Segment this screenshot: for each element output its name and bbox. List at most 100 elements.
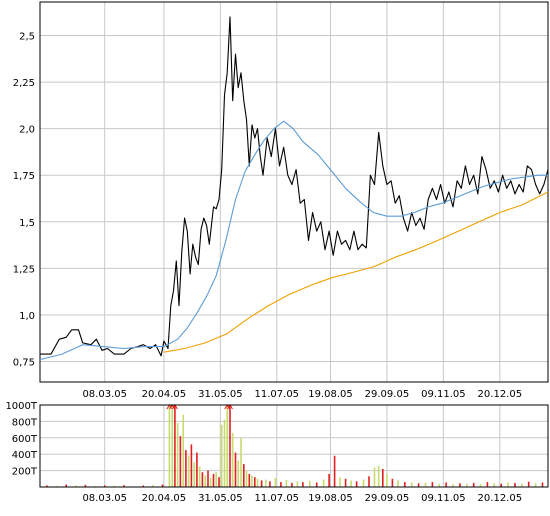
moving-average-short-line (39, 120, 548, 361)
price-line (40, 16, 549, 357)
volume-bar (265, 479, 267, 487)
volume-bar (373, 467, 376, 487)
volume-bar (521, 483, 523, 487)
volume-bar (404, 482, 406, 487)
price-x-tick-label: 20.04.05 (142, 389, 187, 400)
volume-y-tick-label: 1000T (5, 401, 37, 412)
volume-bar (333, 455, 336, 487)
volume-bar (55, 485, 58, 487)
price-y-tick-label: 2,5 (19, 32, 35, 43)
volume-y-tick-label: 200T (12, 467, 38, 478)
volume-bar (315, 482, 318, 487)
volume-bar (201, 472, 204, 487)
volume-chart: 200T 400T 600T 800T 1000T 08.03.05 20.04.05 31.… (5, 401, 549, 504)
volume-bar (245, 470, 248, 487)
price-y-tick-label: 1,75 (13, 171, 35, 182)
volume-bar (193, 462, 195, 487)
volume-bar (479, 484, 482, 487)
price-x-tick-label: 29.09.05 (365, 389, 410, 400)
price-x-tick-label: 09.11.05 (421, 389, 466, 400)
volume-bar (472, 482, 475, 487)
volume-bar (296, 481, 299, 487)
volume-bar (65, 484, 67, 487)
volume-bar (260, 480, 263, 487)
volume-bar (269, 481, 271, 487)
volume-bar (466, 483, 468, 487)
volume-bar (215, 472, 217, 487)
volume-bar (171, 405, 173, 487)
volume-bar (243, 464, 245, 487)
volume-bar (248, 473, 251, 487)
volume-bar (142, 485, 145, 487)
volume-bar (237, 460, 239, 487)
volume-bar (251, 475, 253, 487)
volume-bar (391, 478, 394, 487)
price-x-tick-label: 31.05.05 (198, 389, 243, 400)
volume-bar (445, 482, 447, 487)
volume-bar (500, 483, 502, 487)
volume-bar (410, 482, 413, 487)
volume-bar (431, 482, 434, 487)
volume-x-tick-label: 31.05.05 (198, 493, 243, 504)
volume-bar (339, 477, 341, 487)
price-y-tick-label: 1,25 (13, 264, 35, 275)
volume-bar (302, 482, 304, 487)
volume-bar (212, 473, 215, 487)
volume-bar (368, 476, 370, 487)
price-y-tick-label: 1,5 (19, 218, 35, 229)
volume-bar (84, 484, 87, 487)
price-y-tick-label: 2,0 (19, 125, 35, 136)
price-y-tick-label: 2,25 (13, 78, 35, 89)
volume-bar (187, 455, 190, 487)
volume-plot-frame (39, 404, 549, 488)
volume-bar (280, 482, 282, 487)
volume-bar (226, 405, 228, 487)
volume-x-tick-label: 08.03.05 (82, 493, 127, 504)
volume-bar (486, 482, 489, 487)
volume-bar (103, 485, 106, 487)
volume-bar (534, 483, 537, 487)
volume-x-tick-label: 20.12.05 (478, 493, 523, 504)
volume-bar (161, 484, 164, 487)
volume-bar (240, 437, 242, 487)
volume-bar (179, 436, 182, 487)
volume-bar (168, 405, 171, 487)
volume-bar (176, 423, 179, 487)
price-x-tick-label: 08.03.05 (82, 389, 127, 400)
volume-bar (322, 479, 325, 487)
volume-bar (75, 485, 77, 487)
volume-bar (355, 481, 358, 487)
volume-bar (285, 480, 288, 487)
volume-bar (527, 481, 530, 487)
volume-bar (256, 478, 259, 487)
volume-bar (209, 478, 212, 487)
volume-bar (350, 480, 352, 487)
volume-bar (185, 450, 187, 487)
volume-bar (514, 482, 516, 487)
price-x-tick-label: 20.12.05 (478, 389, 523, 400)
volume-bar (46, 485, 48, 487)
volume-bar (182, 414, 184, 487)
volume-bar (123, 485, 125, 487)
volume-bar (223, 419, 226, 487)
volume-bar (231, 432, 234, 487)
volume-bar (234, 452, 237, 487)
volume-x-tick-label: 09.11.05 (421, 493, 466, 504)
volume-bar (196, 452, 198, 487)
volume-bar (493, 483, 496, 487)
volume-bar (507, 482, 509, 487)
volume-bar (459, 483, 461, 487)
volume-bar (424, 482, 427, 487)
volume-bar (397, 480, 399, 487)
volume-bar (377, 465, 380, 487)
volume-bar (113, 485, 116, 487)
volume-bar (438, 483, 440, 487)
volume-bar (254, 477, 256, 487)
volume-y-tick-label: 800T (12, 417, 38, 428)
volume-bar (207, 470, 209, 487)
volume-bar (190, 444, 193, 487)
volume-x-tick-label: 29.09.05 (365, 493, 410, 504)
volume-bar (198, 466, 201, 487)
